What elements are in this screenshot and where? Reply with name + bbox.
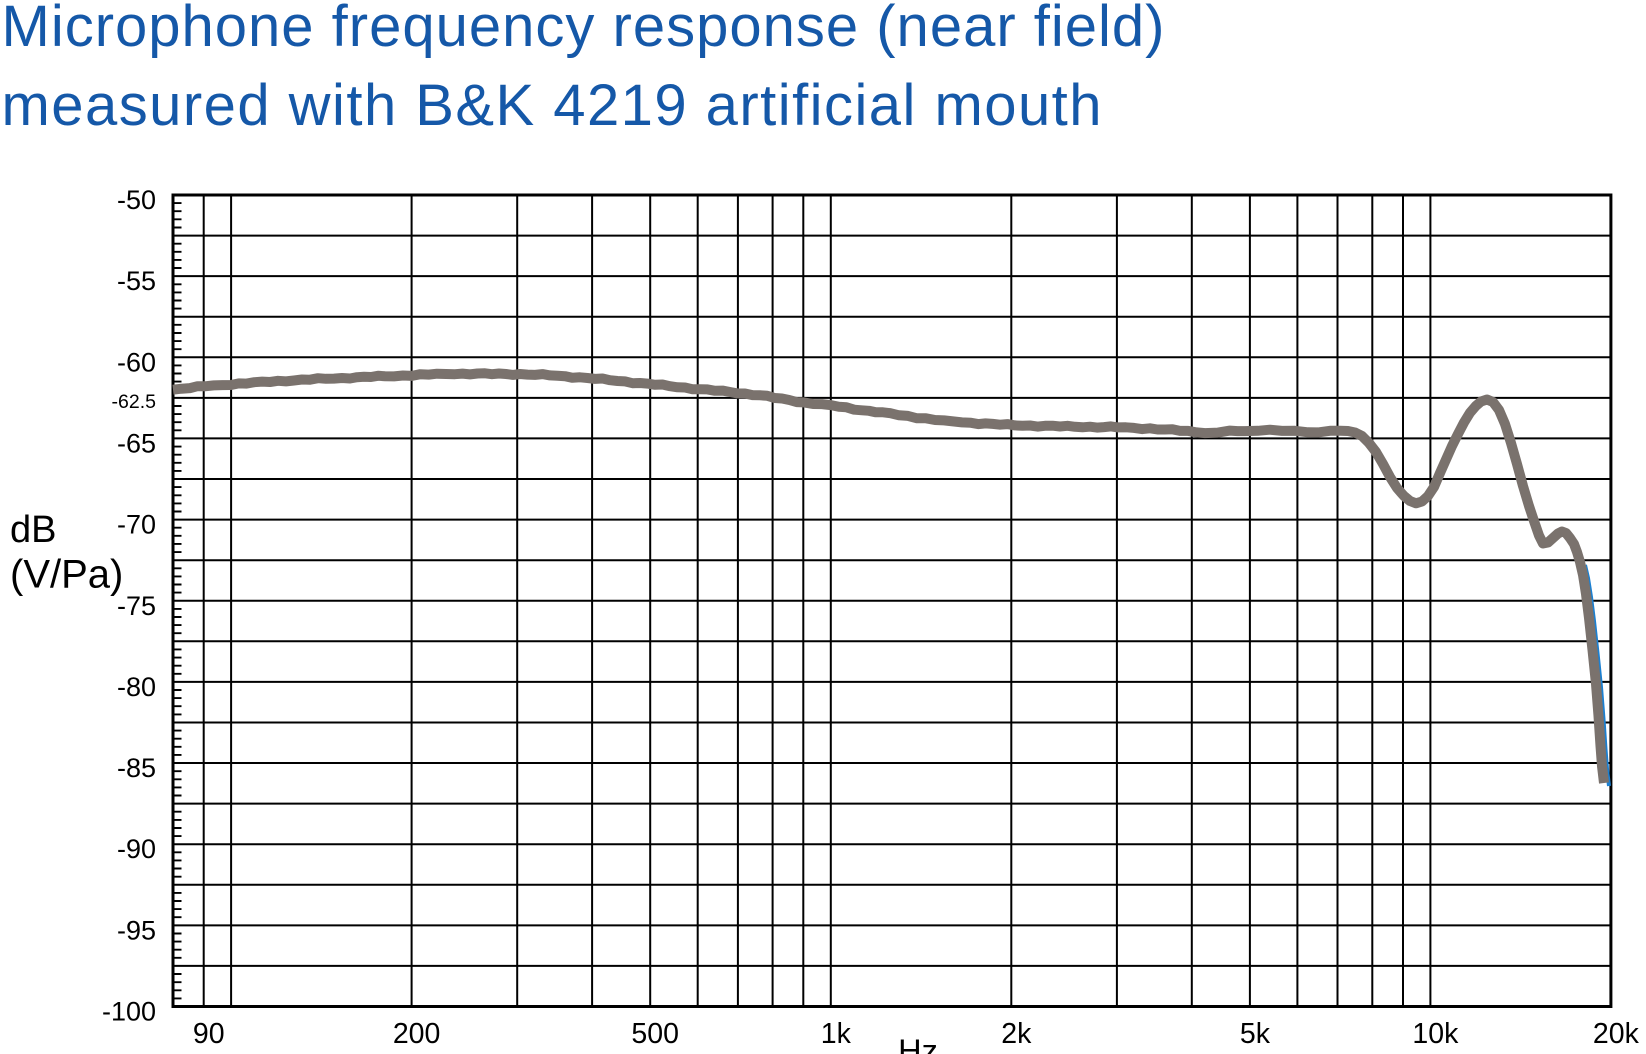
- svg-text:-65: -65: [117, 428, 156, 458]
- svg-text:10k: 10k: [1412, 1018, 1459, 1050]
- svg-text:2k: 2k: [1001, 1018, 1032, 1050]
- svg-text:measured with B&K 4219 artific: measured with B&K 4219 artificial mouth: [2, 73, 1102, 138]
- svg-text:1k: 1k: [821, 1018, 852, 1050]
- svg-text:Microphone frequency response: Microphone frequency response (near fiel…: [2, 0, 1165, 59]
- svg-text:-70: -70: [117, 510, 156, 540]
- svg-text:-62.5: -62.5: [112, 391, 157, 413]
- svg-text:500: 500: [631, 1018, 679, 1050]
- svg-text:-100: -100: [102, 997, 156, 1027]
- svg-text:-95: -95: [117, 915, 156, 945]
- svg-text:-80: -80: [117, 672, 156, 702]
- svg-text:(V/Pa): (V/Pa): [10, 552, 123, 596]
- svg-text:Hz: Hz: [898, 1033, 938, 1054]
- svg-text:200: 200: [393, 1018, 441, 1050]
- svg-text:-85: -85: [117, 753, 156, 783]
- svg-text:-90: -90: [117, 834, 156, 864]
- svg-text:-60: -60: [117, 347, 156, 377]
- svg-text:5k: 5k: [1240, 1018, 1271, 1050]
- svg-text:-50: -50: [117, 185, 156, 215]
- svg-text:-75: -75: [117, 591, 156, 621]
- svg-text:-55: -55: [117, 266, 156, 296]
- svg-text:90: 90: [193, 1018, 225, 1050]
- svg-text:dB: dB: [10, 509, 56, 551]
- svg-text:20k: 20k: [1593, 1018, 1640, 1050]
